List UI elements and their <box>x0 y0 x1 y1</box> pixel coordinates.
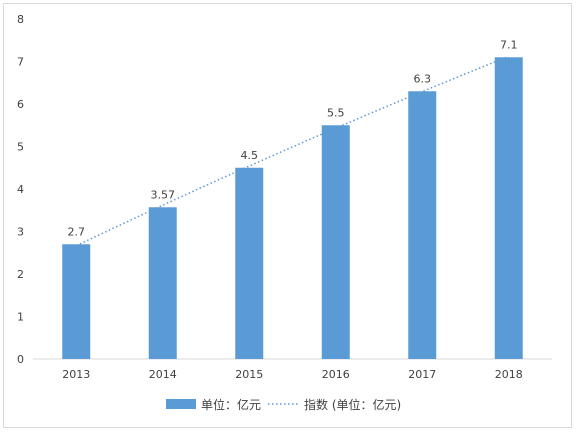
legend-label-bars: 单位：亿元 <box>201 397 261 412</box>
x-tick-label-2016: 2016 <box>322 368 350 381</box>
bar-2016 <box>321 125 350 359</box>
y-tick-label-5: 5 <box>17 141 24 154</box>
x-tick-label-2014: 2014 <box>149 368 177 381</box>
bar-2015 <box>235 167 264 359</box>
y-tick-label-1: 1 <box>17 311 24 324</box>
legend-swatch-bars <box>166 399 196 409</box>
data-label-2013: 2.7 <box>68 225 86 238</box>
y-tick-label-0: 0 <box>17 353 24 366</box>
chart-frame <box>3 3 572 428</box>
y-tick-label-2: 2 <box>17 268 24 281</box>
x-tick-label-2015: 2015 <box>235 368 263 381</box>
bar-2014 <box>148 207 177 359</box>
y-tick-label-6: 6 <box>17 98 24 111</box>
x-tick-label-2018: 2018 <box>495 368 523 381</box>
y-tick-label-3: 3 <box>17 226 24 239</box>
y-tick-label-7: 7 <box>17 56 24 69</box>
data-label-2017: 6.3 <box>414 72 432 85</box>
data-label-2014: 3.57 <box>151 188 176 201</box>
x-tick-label-2017: 2017 <box>408 368 436 381</box>
x-tick-label-2013: 2013 <box>62 368 90 381</box>
trendline <box>75 55 510 247</box>
data-label-2015: 4.5 <box>241 149 259 162</box>
bar-2018 <box>494 57 523 359</box>
y-tick-label-4: 4 <box>17 183 24 196</box>
y-tick-label-8: 8 <box>17 13 24 26</box>
legend-label-trendline: 指数 (单位：亿元) <box>304 397 401 412</box>
data-label-2016: 5.5 <box>327 106 345 119</box>
data-label-2018: 7.1 <box>500 38 518 51</box>
bar-2013 <box>62 244 91 359</box>
bar-2017 <box>408 91 437 359</box>
